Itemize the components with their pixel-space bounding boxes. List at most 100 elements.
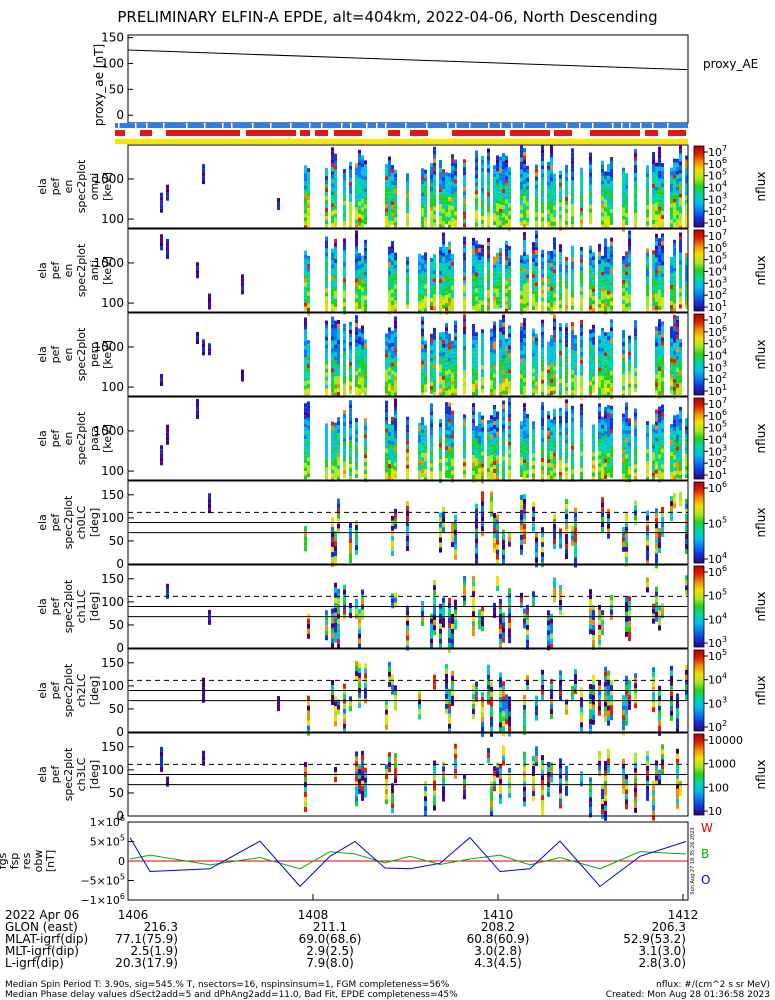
spectrogram-cell [652, 290, 655, 295]
spectrogram-cell [418, 434, 421, 439]
spectrogram-cell [547, 419, 550, 424]
spectrogram-cell [520, 157, 523, 162]
spectrogram-cell [508, 286, 511, 291]
spectrogram-cell [448, 293, 451, 298]
spectrogram-cell [361, 167, 364, 172]
pitch-cell [535, 557, 538, 563]
spectrogram-cell [331, 320, 334, 325]
spectrogram-cell [343, 446, 346, 451]
spectrogram-cell [496, 171, 499, 176]
spectrogram-cell [547, 471, 550, 476]
spectrogram-cell [610, 305, 613, 310]
spectrogram-cell [553, 362, 556, 367]
spectrogram-cell [607, 290, 610, 295]
spectrogram-cell [355, 327, 358, 332]
spectrogram-cell [646, 165, 649, 170]
spectrogram-cell [472, 301, 475, 306]
spectrogram-cell [523, 236, 526, 241]
spectrogram-cell [679, 442, 682, 447]
spectrogram-cell [601, 287, 604, 292]
pitch-cell [661, 521, 664, 527]
spectrogram-cell [610, 429, 613, 434]
pitch-cell [508, 531, 511, 537]
spectrogram-cell [355, 442, 358, 447]
spectrogram-cell [487, 180, 490, 185]
spectrogram-cell [442, 383, 445, 388]
spectrogram-cell [628, 359, 631, 364]
spectrogram-tick-label: 1000 [93, 340, 124, 354]
spectrogram-frame [127, 312, 689, 397]
spectrogram-cell [607, 203, 610, 208]
spectrogram-cell [550, 161, 553, 166]
spectrogram-cell [304, 357, 307, 362]
spectrogram-cell [445, 339, 448, 344]
spectrogram-cell [520, 346, 523, 351]
spectrogram-cell [553, 217, 556, 222]
spectrogram-cell [535, 298, 538, 303]
spectrogram-cell [634, 164, 637, 169]
spectrogram-cell [592, 456, 595, 461]
spectrogram-cell [652, 428, 655, 433]
spectrogram-cell [475, 210, 478, 215]
spectrogram-cell [391, 241, 394, 246]
spectrogram-cell [532, 328, 535, 333]
spectrogram-cell [598, 467, 601, 472]
spectrogram-cell [679, 342, 682, 347]
spectrogram-cell [661, 241, 664, 246]
spectrogram-cell [526, 473, 529, 478]
pitch-cell [646, 515, 649, 521]
spectrogram-cell [472, 372, 475, 377]
spectrogram-cell [304, 185, 307, 190]
spectrogram-cell [598, 475, 601, 480]
spectrogram-cell [553, 346, 556, 351]
spectrogram-cell [625, 426, 628, 431]
spectrogram-cell [325, 192, 328, 197]
spectrogram-cell [604, 414, 607, 419]
spectrogram-cell [673, 334, 676, 339]
spectrogram-cell [388, 298, 391, 303]
spectrogram-cell [634, 216, 637, 221]
spectrogram-cell [442, 335, 445, 340]
spectrogram-cell [589, 361, 592, 366]
spectrogram-cell [502, 217, 505, 222]
spectrogram-cell [472, 407, 475, 412]
spectrogram-cell [349, 440, 352, 445]
spectrogram-cell [535, 164, 538, 169]
spectrogram-cell [592, 432, 595, 437]
spectrogram-cell [304, 443, 307, 448]
spectrogram-cell [463, 167, 466, 172]
spectrogram-cell [604, 191, 607, 196]
spectrogram-cell [406, 280, 409, 285]
spectrogram-cell [622, 215, 625, 220]
spectrogram-cell [646, 209, 649, 214]
spectrogram-cell [679, 426, 682, 431]
spectrogram-cell [610, 383, 613, 388]
spectrogram-cell [520, 181, 523, 186]
spectrogram-cell [307, 421, 310, 426]
spectrogram-cell [547, 373, 550, 378]
spectrogram-cell [430, 333, 433, 338]
spectrogram-cell [496, 443, 499, 448]
spectrogram-cell [523, 318, 526, 323]
spectrogram-cell [571, 366, 574, 371]
spectrogram-cell [580, 290, 583, 295]
pitch-cell [493, 537, 496, 543]
pitch-cell [658, 533, 661, 539]
spectrogram-cell [424, 425, 427, 430]
spectrogram-cell [673, 366, 676, 371]
spectrogram-cell [490, 459, 493, 464]
spectrogram-cell [550, 209, 553, 214]
pitch-cell [493, 547, 496, 553]
pitch-cell [565, 549, 568, 555]
spectrogram-cell [607, 266, 610, 271]
spectrogram-cell [607, 440, 610, 445]
spectrogram-cell [646, 177, 649, 182]
spectrogram-cell [385, 408, 388, 413]
spectrogram-cell [607, 175, 610, 180]
spectrogram-cell [628, 355, 631, 360]
spectrogram-cell [487, 294, 490, 299]
spectrogram-cell [394, 422, 397, 427]
spectrogram-cell [547, 201, 550, 206]
spectrogram-cell [598, 263, 601, 268]
spectrogram-cell [571, 180, 574, 185]
